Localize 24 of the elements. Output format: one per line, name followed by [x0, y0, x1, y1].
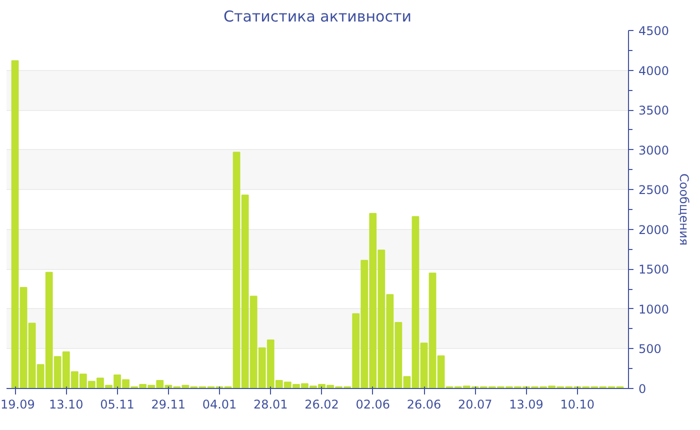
x-tick-label: 10.10 [560, 398, 595, 412]
y-tick-label: 2000 [638, 222, 670, 237]
x-tick-label: 13.10 [48, 398, 84, 412]
y-tick-label: 1500 [638, 262, 670, 277]
y-tick-label: 2500 [638, 183, 670, 198]
x-tick-label: 05.11 [100, 398, 134, 412]
y-tick-label: 0 [638, 382, 646, 396]
y-tick-label: 500 [638, 342, 662, 356]
chart-title: Статистика активности [224, 8, 412, 26]
y-tick-label: 4500 [638, 24, 670, 38]
y-tick-label: 3500 [638, 104, 670, 118]
x-tick-label: 04.01 [202, 398, 237, 412]
x-tick-label: 28.01 [253, 398, 288, 412]
y-axis-title: Сообщения [677, 173, 692, 246]
x-tick-label: 26.06 [406, 398, 442, 412]
x-tick-label: 19.09 [0, 398, 35, 412]
y-tick-label: 4000 [638, 64, 670, 78]
x-tick-label: 29.11 [151, 398, 186, 412]
x-tick-label: 13.09 [509, 398, 544, 412]
y-tick-label: 1000 [638, 302, 670, 316]
x-tick-label: 20.07 [458, 398, 492, 412]
x-tick-label: 02.06 [356, 398, 390, 412]
y-tick-label: 3000 [638, 143, 670, 158]
x-tick-label: 26.02 [304, 398, 339, 412]
